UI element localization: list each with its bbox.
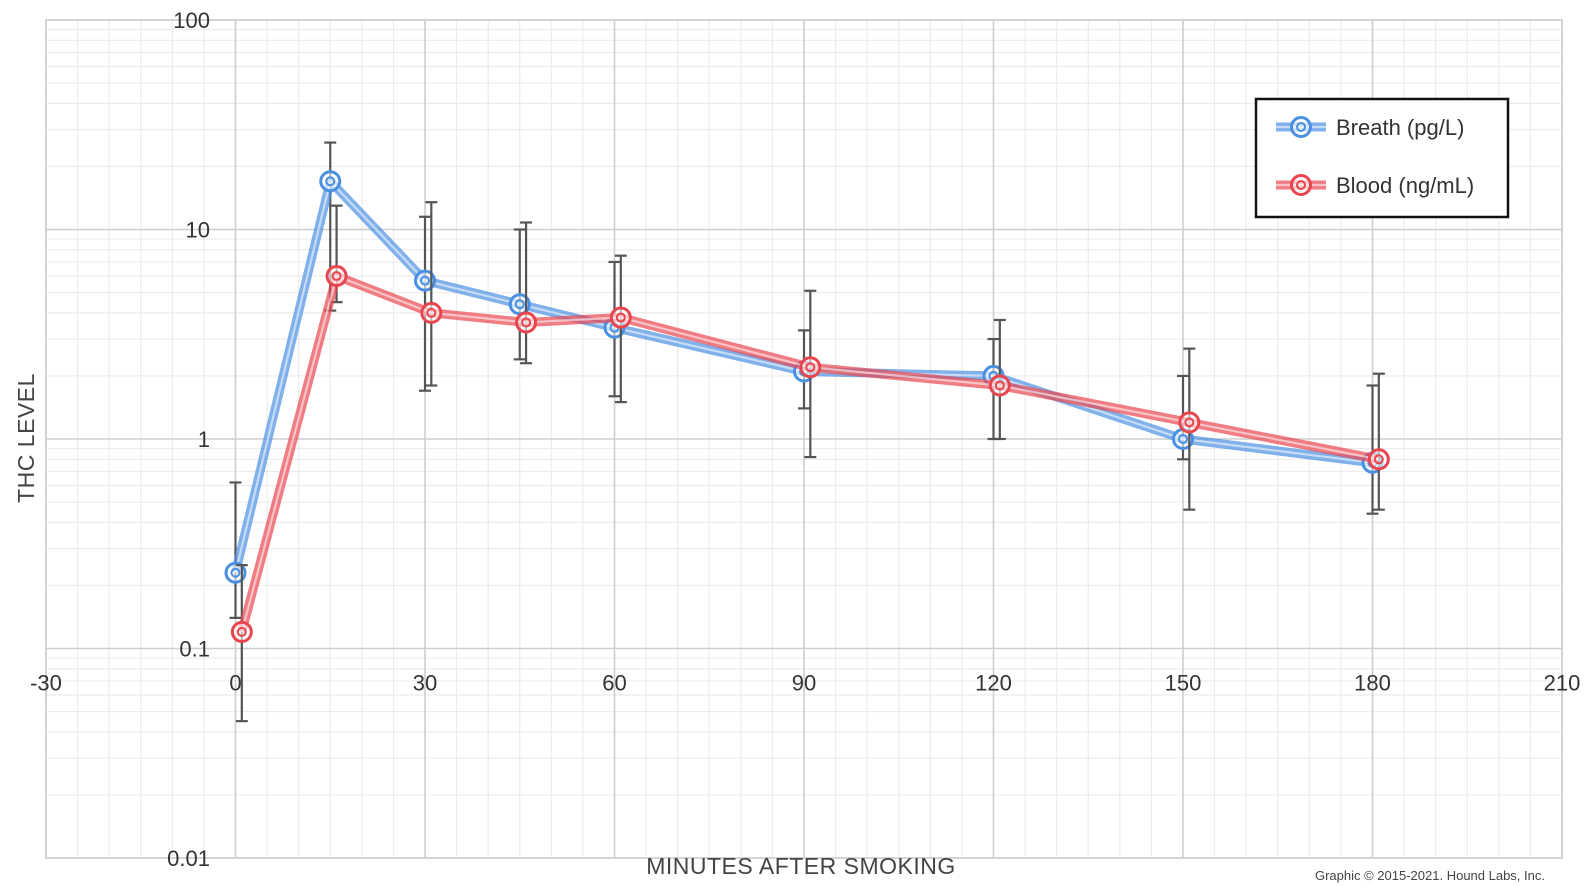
x-tick-label: 30 <box>413 671 437 696</box>
legend-item-blood: Blood (ng/mL) <box>1276 173 1474 198</box>
x-tick-label: 180 <box>1354 671 1391 696</box>
marker-inner-ring <box>1178 434 1188 444</box>
y-tick-label: 0.01 <box>167 846 210 871</box>
marker-outer-ring <box>1290 174 1312 196</box>
marker-outer-ring <box>988 374 1011 397</box>
x-axis-title: MINUTES AFTER SMOKING <box>646 853 956 879</box>
data-point <box>1178 411 1201 434</box>
marker-inner-ring <box>1184 417 1195 428</box>
marker-inner-ring <box>426 307 437 318</box>
plot-frame <box>45 19 1563 859</box>
marker-outer-ring <box>319 170 342 193</box>
marker-outer-ring <box>420 301 443 324</box>
data-point <box>319 170 342 193</box>
marker-inner-ring <box>1373 454 1384 465</box>
marker-outer-ring <box>1178 411 1201 434</box>
marker-inner-ring <box>805 362 816 373</box>
marker-outer-ring <box>230 620 253 643</box>
marker-outer-ring <box>1290 116 1312 138</box>
error-bar <box>520 221 533 365</box>
y-tick-label: 0.1 <box>179 637 210 662</box>
legend: Breath (pg/L) Blood (ng/mL) <box>1254 97 1510 219</box>
legend-label: Blood (ng/mL) <box>1336 173 1474 198</box>
marker-inner-ring <box>514 299 525 310</box>
marker-outer-ring <box>414 269 436 292</box>
error-bar <box>1372 372 1385 511</box>
marker-inner-ring <box>615 312 626 323</box>
x-tick-labels: -30 0 30 60 90 120 150 180 210 <box>30 671 1580 696</box>
legend-item-breath: Breath (pg/L) <box>1276 115 1464 140</box>
x-tick-label: 120 <box>975 671 1012 696</box>
data-point <box>325 264 348 287</box>
x-tick-label: 150 <box>1165 671 1202 696</box>
marker-inner-ring <box>331 270 342 281</box>
plot-border <box>45 19 1563 859</box>
legend-label: Breath (pg/L) <box>1336 115 1464 140</box>
data-point <box>799 356 822 379</box>
x-tick-label: 60 <box>602 671 626 696</box>
data-point <box>508 293 531 316</box>
series-layer <box>224 141 1390 723</box>
error-bar <box>425 201 438 387</box>
legend-marker <box>1290 116 1312 138</box>
marker-inner-ring <box>521 317 532 328</box>
marker-inner-ring <box>325 176 336 187</box>
legend-marker <box>1290 174 1312 196</box>
marker-outer-ring <box>1367 448 1390 471</box>
x-tick-label: 0 <box>229 671 241 696</box>
x-tick-label: 90 <box>792 671 816 696</box>
marker-outer-ring <box>799 356 822 379</box>
y-tick-labels: 0.01 0.1 1 10 100 <box>167 8 210 871</box>
x-tick-label: -30 <box>30 671 62 696</box>
data-point <box>414 269 436 292</box>
y-tick-label: 10 <box>186 218 210 243</box>
data-point <box>1367 448 1390 471</box>
error-bar <box>614 254 627 404</box>
y-axis-title: THC LEVEL <box>13 373 39 503</box>
error-bar <box>229 481 242 619</box>
series-blood <box>230 201 1390 723</box>
credit-text: Graphic © 2015-2021. Hound Labs, Inc. <box>1315 868 1545 883</box>
error-bar <box>1366 384 1379 515</box>
marker-inner-ring <box>236 626 247 637</box>
marker-outer-ring <box>609 306 632 329</box>
data-point <box>515 311 538 334</box>
data-point <box>230 620 253 643</box>
y-tick-label: 100 <box>173 8 210 33</box>
data-point <box>420 301 443 324</box>
marker-outer-ring <box>325 264 348 287</box>
y-tick-label: 1 <box>198 427 210 452</box>
marker-inner-ring <box>994 380 1005 391</box>
data-point <box>609 306 632 329</box>
marker-outer-ring <box>515 311 538 334</box>
marker-inner-ring <box>230 567 241 578</box>
error-bar <box>235 564 248 723</box>
marker-inner-ring <box>1296 180 1306 190</box>
marker-inner-ring <box>1296 122 1306 132</box>
x-tick-label: 210 <box>1544 671 1581 696</box>
marker-outer-ring <box>224 561 247 584</box>
data-point <box>224 561 247 584</box>
marker-inner-ring <box>420 275 430 286</box>
error-bar <box>419 215 431 392</box>
data-point <box>988 374 1011 397</box>
